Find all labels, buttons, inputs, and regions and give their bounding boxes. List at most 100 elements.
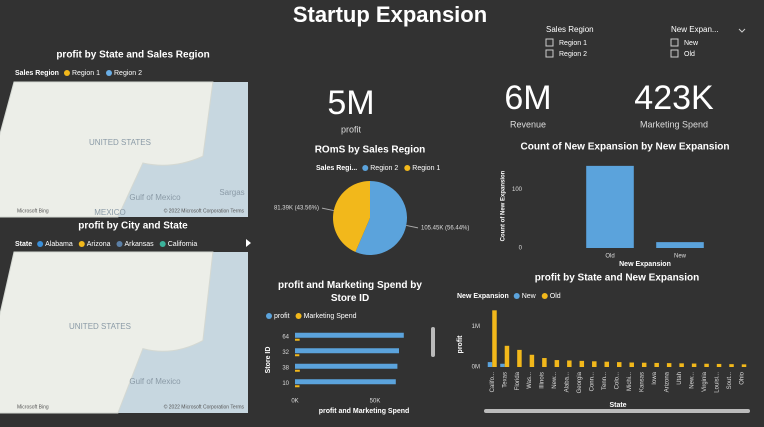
legend-swatch	[404, 165, 411, 171]
legend-label: California	[168, 241, 198, 248]
x-tick-label: Utah	[677, 372, 683, 385]
chart-title: profit and Marketing Spend by Store ID	[278, 280, 422, 304]
chart-title: profit by State and New Expansion	[535, 273, 699, 284]
x-tick-label: Kansas	[640, 372, 646, 392]
map-expand-icon[interactable]	[246, 239, 251, 247]
bar	[679, 363, 684, 367]
bar	[741, 364, 747, 367]
map-label: Gulf of Mexico	[129, 377, 181, 386]
x-tick-label: New	[674, 254, 687, 260]
legend-swatch	[541, 293, 548, 299]
pie-slice	[332, 181, 370, 253]
slicer-checkbox[interactable]	[545, 38, 554, 47]
bar	[729, 364, 734, 367]
bar	[554, 360, 560, 367]
map-label: MEXICO	[94, 208, 126, 217]
map-label: Gulf of Mexico	[129, 193, 181, 202]
legend-label: Old	[550, 293, 561, 300]
x-tick-label: Was...	[527, 372, 533, 389]
pie-slice	[355, 181, 407, 255]
legend-title: Sales Regi...	[316, 165, 357, 172]
y-tick-label: 0	[519, 246, 523, 252]
x-tick-label: Ohio	[739, 371, 745, 384]
x-tick-label: Sout...	[727, 372, 733, 390]
bar	[691, 363, 697, 367]
legend-label: Arizona	[87, 241, 111, 248]
bar	[586, 165, 634, 248]
x-tick-label: New...	[552, 372, 558, 389]
bar	[500, 363, 505, 367]
scrollbar[interactable]	[484, 409, 750, 413]
map-logo: Microsoft Bing	[17, 404, 49, 410]
bar	[295, 338, 300, 341]
x-tick-label: Michi...	[627, 372, 633, 391]
map-label: UNITED STATES	[69, 322, 131, 331]
legend-label: profit	[274, 313, 290, 320]
bar	[295, 332, 404, 338]
slicer-option[interactable]: Region 2	[559, 51, 587, 58]
bar	[604, 361, 610, 367]
y-tick-label: 32	[282, 350, 289, 356]
bar	[542, 358, 547, 367]
x-tick-label: New...	[689, 372, 695, 389]
legend-swatch	[37, 241, 44, 247]
map-title: profit by City and State	[78, 221, 188, 232]
legend-swatch	[63, 70, 70, 76]
legend-swatch	[266, 313, 272, 319]
bar	[704, 363, 709, 367]
kpi-label: Marketing Spend	[640, 119, 708, 129]
map-land	[0, 81, 214, 218]
x-tick-label: Conn...	[590, 372, 596, 392]
slicer-title: Sales Region	[546, 25, 594, 34]
bar	[567, 360, 572, 367]
legend-label: Region 1	[412, 165, 440, 172]
bar	[517, 349, 522, 367]
y-tick-label: 0M	[472, 365, 480, 371]
leader-line	[321, 207, 334, 212]
map-title: profit by State and Sales Region	[56, 50, 209, 61]
data-label: 105.45K (56.44%)	[421, 225, 469, 231]
legend-swatch	[513, 293, 520, 299]
bar	[629, 362, 634, 367]
y-tick-label: 64	[282, 334, 289, 340]
bar	[504, 345, 510, 367]
bar	[487, 362, 493, 367]
legend-label: Region 2	[370, 165, 398, 172]
bar	[295, 369, 300, 372]
legend-swatch	[362, 165, 369, 171]
slicer-option[interactable]: Region 1	[559, 40, 587, 47]
kpi-value: 423K	[634, 79, 714, 117]
bar	[529, 354, 535, 367]
leader-line	[406, 224, 419, 229]
legend-label: Region 1	[72, 70, 100, 77]
map-attribution: © 2022 Microsoft Corporation Terms	[164, 207, 245, 214]
slicer-checkbox[interactable]	[670, 38, 679, 47]
legend-label: Arkansas	[125, 241, 155, 248]
slicer-option[interactable]: New	[684, 40, 699, 47]
bar	[579, 360, 585, 367]
page-title: Startup Expansion	[293, 2, 487, 27]
map-label: UNITED STATES	[89, 138, 151, 147]
y-tick-label: 100	[512, 187, 523, 193]
kpi-label: Revenue	[510, 119, 546, 129]
x-tick-label: Alaba...	[565, 372, 571, 393]
chart-title: ROmS by Sales Region	[315, 145, 426, 156]
y-axis-title: Count of New Expansion	[501, 170, 507, 241]
legend-label: Marketing Spend	[304, 313, 357, 320]
legend-label: Alabama	[45, 241, 73, 248]
x-tick-label: Florida	[515, 371, 521, 390]
slicer-dropdown[interactable]	[738, 28, 746, 33]
map-logo: Microsoft Bing	[17, 208, 49, 214]
slicer-checkbox[interactable]	[545, 49, 554, 58]
map-label: Sargas	[219, 188, 244, 197]
legend-label: Region 2	[114, 70, 142, 77]
chart-title: Count of New Expansion by New Expansion	[521, 142, 730, 153]
slicer-option[interactable]: Old	[684, 51, 695, 58]
y-axis-title: profit	[457, 335, 464, 354]
kpi-value: 6M	[504, 79, 551, 117]
scrollbar[interactable]	[431, 327, 435, 357]
slicer-checkbox[interactable]	[670, 49, 679, 58]
y-tick-label: 10	[282, 381, 289, 387]
